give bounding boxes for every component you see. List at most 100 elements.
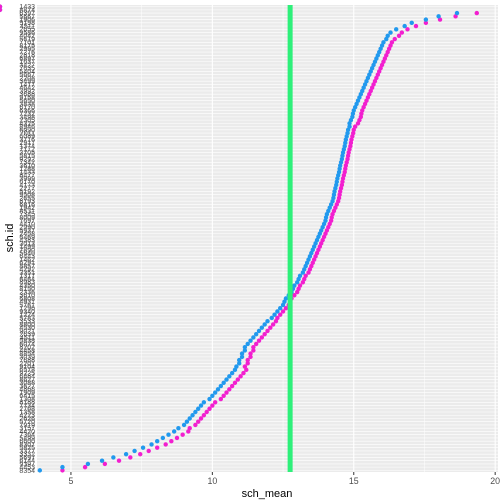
- data-point-high: [474, 10, 479, 16]
- data-point-high: [248, 354, 253, 360]
- data-point-high: [221, 393, 226, 398]
- y-tick-label: 9198: [19, 20, 35, 27]
- y-tick-label: 2277: [19, 186, 35, 193]
- y-tick-label: 6415: [19, 393, 35, 400]
- data-point-low: [388, 30, 393, 35]
- y-tick-label: 2995: [19, 46, 35, 53]
- data-point-low: [272, 312, 277, 317]
- data-point-high: [413, 23, 419, 29]
- data-point-low: [436, 14, 441, 19]
- y-tick-label: 8857: [19, 263, 35, 270]
- y-tick-label: 6170: [19, 179, 35, 186]
- y-tick-label: 3499: [19, 79, 35, 86]
- y-tick-label: 1433: [19, 4, 35, 11]
- y-tick-label: 7734: [19, 403, 35, 410]
- data-point-high: [180, 432, 185, 437]
- y-tick-label: 5815: [19, 153, 35, 160]
- data-point-high: [328, 218, 334, 223]
- y-tick-label: 2305: [19, 118, 35, 125]
- data-point-low: [347, 124, 352, 129]
- y-tick-label: 6074: [19, 341, 35, 348]
- y-axis-title: sch.id: [4, 224, 16, 253]
- y-tick-label: 3992: [19, 88, 35, 95]
- data-point-high: [283, 306, 289, 311]
- y-tick-label: 8193: [19, 199, 35, 206]
- y-tick-label: 5783: [19, 315, 35, 322]
- y-tick-label: 4511: [20, 335, 35, 342]
- y-tick-label: 4292: [19, 267, 35, 274]
- x-tick-label: 20: [490, 476, 500, 486]
- data-point-high: [116, 458, 122, 463]
- y-tick-label: 3627: [19, 383, 35, 390]
- y-tick-label: 3498: [19, 114, 35, 121]
- x-tick-label: 5: [68, 476, 73, 486]
- data-point-high: [268, 325, 273, 330]
- y-tick-label: 2458: [19, 231, 35, 238]
- y-tick-label: 3157: [19, 426, 35, 433]
- y-tick-label: 4350: [19, 283, 35, 290]
- data-point-high: [358, 114, 364, 120]
- data-point-low: [345, 130, 350, 136]
- data-point-high: [343, 166, 348, 171]
- y-tick-label: 5499: [19, 435, 35, 442]
- data-point-high: [259, 335, 265, 340]
- y-tick-label: 7890: [19, 247, 35, 254]
- data-point-high: [270, 322, 276, 327]
- data-point-low: [331, 192, 337, 197]
- data-point-low: [265, 318, 270, 324]
- y-tick-label: 6089: [19, 134, 35, 141]
- data-point-high: [389, 40, 395, 45]
- y-tick-label: 6484: [19, 374, 35, 381]
- data-point-high: [336, 195, 342, 201]
- y-tick-label: 6808: [19, 296, 35, 303]
- data-point-high: [280, 309, 286, 314]
- y-tick-label: 3533: [19, 319, 35, 326]
- y-tick-label: 4868: [19, 387, 35, 394]
- data-point-high: [339, 182, 345, 188]
- y-tick-label: 6144: [19, 458, 35, 465]
- y-tick-label: 1906: [19, 17, 35, 24]
- data-point-high: [193, 422, 198, 428]
- data-point-low: [239, 354, 245, 360]
- data-point-high: [138, 451, 143, 457]
- data-point-high: [251, 344, 256, 350]
- y-tick-label: 6990: [19, 127, 35, 134]
- y-tick-label: 4458: [19, 348, 35, 355]
- data-point-low: [251, 335, 256, 340]
- data-point-low: [339, 156, 345, 162]
- y-tick-label: 3088: [19, 380, 35, 387]
- data-point-low: [160, 435, 166, 441]
- y-tick-label: 5697: [19, 455, 35, 462]
- y-tick-label: 7172: [19, 147, 35, 154]
- y-tick-label: 2917: [19, 140, 35, 147]
- data-point-low: [149, 442, 154, 447]
- data-point-high: [392, 36, 397, 42]
- data-point-high: [396, 33, 402, 39]
- data-point-high: [345, 156, 350, 162]
- data-point-low: [196, 406, 201, 411]
- data-point-low: [227, 374, 232, 379]
- y-tick-label: 9104: [19, 364, 35, 371]
- y-tick-label: 1224: [19, 312, 35, 319]
- y-tick-label: 3716: [19, 137, 35, 144]
- y-tick-label: 6366: [19, 108, 35, 115]
- data-point-low: [423, 17, 429, 22]
- y-tick-label: 8188: [19, 400, 35, 407]
- data-point-high: [235, 377, 241, 382]
- x-tick-label: 15: [349, 476, 359, 486]
- y-tick-label: 4453: [19, 465, 35, 472]
- y-tick-label: 1288: [19, 166, 35, 173]
- data-point-low: [340, 153, 345, 159]
- data-point-high: [348, 143, 353, 149]
- gridlines: [37, 5, 498, 472]
- y-tick-label: 7697: [19, 218, 35, 225]
- data-point-high: [60, 468, 65, 473]
- data-point-low: [297, 273, 303, 278]
- y-tick-label: 3610: [19, 163, 35, 170]
- data-point-high: [262, 331, 267, 337]
- data-point-low: [256, 328, 262, 334]
- data-point-high: [253, 341, 259, 347]
- y-tick-label: 6291: [19, 260, 35, 267]
- data-point-low: [350, 114, 355, 120]
- data-point-low: [381, 40, 386, 45]
